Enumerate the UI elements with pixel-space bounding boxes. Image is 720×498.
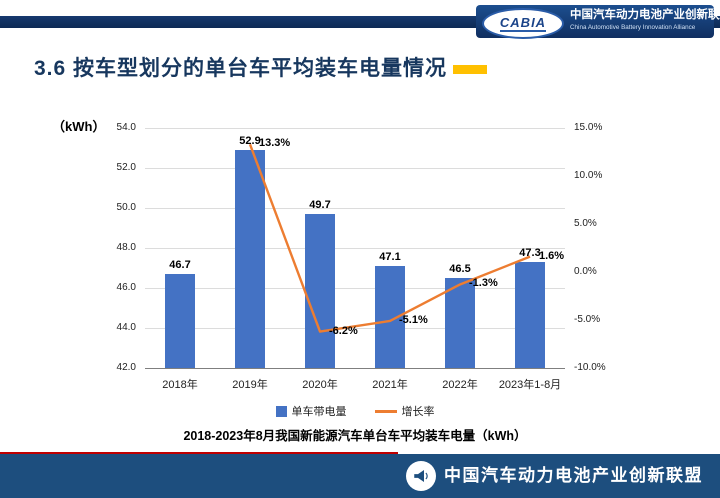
- left-axis-tick: 46.0: [116, 282, 136, 293]
- org-name-en: China Automotive Battery Innovation Alli…: [570, 24, 696, 31]
- footer: 中国汽车动力电池产业创新联盟: [0, 454, 720, 498]
- red-divider: [0, 452, 398, 454]
- right-axis-tick: 5.0%: [574, 218, 597, 229]
- bar-value-label: 46.5: [449, 263, 471, 275]
- right-axis-tick: -10.0%: [574, 362, 606, 373]
- bar-value-label: 46.7: [169, 259, 191, 271]
- bar-value-label: 52.9: [239, 135, 261, 147]
- x-axis-tick: 2022年: [442, 379, 478, 391]
- line-value-label: -5.1%: [399, 313, 428, 326]
- left-axis-tick: 52.0: [116, 162, 136, 173]
- line-value-label: 13.3%: [259, 137, 291, 150]
- org-lines: 中国汽车动力电池产业创新联盟 China Automotive Battery …: [570, 8, 720, 32]
- bar-value-label: 49.7: [309, 199, 331, 211]
- page-title: 3.6 按车型划分的单台车平均装车电量情况: [34, 52, 488, 82]
- bar: [515, 262, 545, 368]
- gridline: [145, 168, 565, 169]
- chart-caption: 2018-2023年8月我国新能源汽车单台车平均装车电量（kWh）: [183, 429, 527, 443]
- bar-value-label: 47.3: [519, 247, 541, 259]
- right-axis-tick: 0.0%: [574, 266, 597, 277]
- x-axis-tick: 2019年: [232, 379, 268, 391]
- line-swatch-icon: [374, 409, 397, 413]
- x-axis-tick: 2018年: [162, 379, 198, 391]
- megaphone-icon: [406, 461, 436, 491]
- page-title-text: 3.6 按车型划分的单台车平均装车电量情况: [34, 57, 448, 80]
- y-axis-unit-label: （kWh）: [52, 119, 106, 134]
- cabia-logo-text: CABIA: [499, 15, 547, 32]
- left-axis-tick: 48.0: [116, 242, 136, 253]
- gridline: [145, 328, 565, 329]
- gridline: [145, 248, 565, 249]
- bar-swatch-icon: [275, 405, 287, 417]
- left-axis-tick: 50.0: [116, 202, 136, 213]
- title-accent: [453, 65, 488, 74]
- gridline: [145, 128, 565, 129]
- bar-value-label: 47.1: [379, 251, 401, 263]
- header-org-block: CABIA 中国汽车动力电池产业创新联盟 China Automotive Ba…: [476, 5, 720, 39]
- org-name-cn: 中国汽车动力电池产业创新联盟: [570, 9, 720, 21]
- left-axis-tick: 54.0: [116, 122, 136, 133]
- plot-area: 46.7 52.9 49.7 47.1 46.5 47.3 13.3% -6.2% -5.1% -…: [145, 128, 565, 369]
- line-value-label: -6.2%: [329, 324, 358, 337]
- line-value-label: -1.3%: [469, 277, 498, 290]
- left-axis-tick: 42.0: [116, 362, 136, 373]
- growth-line: [248, 143, 531, 333]
- x-axis-tick: 2021年: [372, 379, 408, 391]
- bar: [305, 214, 335, 368]
- legend-label-line: 增长率: [401, 406, 435, 418]
- legend: 单车带电量 增长率: [145, 403, 565, 419]
- bar: [165, 274, 195, 368]
- x-axis-tick: 2020年: [302, 379, 338, 391]
- header: CABIA 中国汽车动力电池产业创新联盟 China Automotive Ba…: [0, 0, 720, 42]
- left-axis-tick: 44.0: [116, 322, 136, 333]
- line-value-label: 1.6%: [539, 249, 565, 262]
- gridline: [145, 208, 565, 209]
- gridline: [145, 288, 565, 289]
- right-axis-tick: -5.0%: [574, 314, 601, 325]
- x-axis-tick: 2023年1-8月: [498, 379, 562, 391]
- legend-item-line: 增长率: [374, 403, 435, 419]
- bar: [235, 150, 265, 368]
- cabia-logo: CABIA: [482, 8, 564, 39]
- bar: [445, 278, 475, 368]
- footer-org-name: 中国汽车动力电池产业创新联盟: [444, 466, 703, 485]
- right-axis-tick: 15.0%: [574, 122, 603, 133]
- right-axis-tick: 10.0%: [574, 170, 603, 181]
- legend-label-bar: 单车带电量: [291, 406, 347, 418]
- chart: （kWh） 46.7 52.9 49.7 47.1 46.5 47.3 13.3% -6.2%…: [30, 103, 690, 453]
- legend-item-bar: 单车带电量: [275, 403, 347, 419]
